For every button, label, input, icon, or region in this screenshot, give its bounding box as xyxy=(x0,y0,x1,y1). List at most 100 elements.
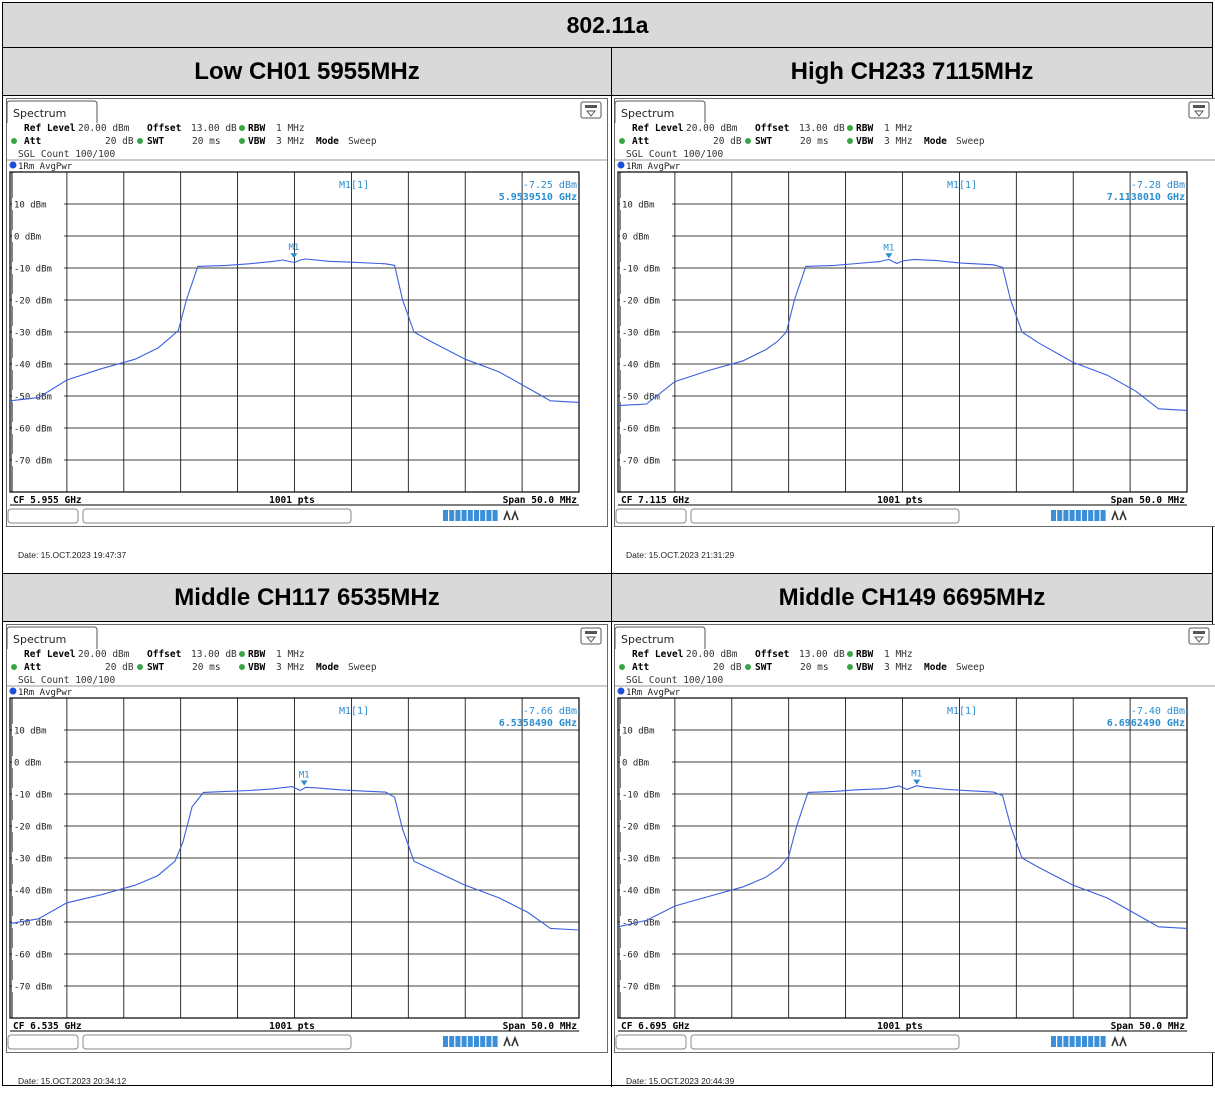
date-label: Date: 15.OCT.2023 21:31:29 xyxy=(626,550,734,560)
menu-icon[interactable] xyxy=(581,102,601,118)
mode-label: Mode xyxy=(924,662,947,673)
points-label: 1001 pts xyxy=(877,1021,923,1032)
offset-label: Offset xyxy=(147,123,181,134)
trace-indicator-icon xyxy=(618,162,625,169)
row-divider xyxy=(3,573,1212,574)
vbw-value: 3 MHz xyxy=(884,662,913,673)
marker-name: M1[1] xyxy=(339,180,369,191)
rbw-indicator-icon xyxy=(847,651,853,657)
vbw-indicator-icon xyxy=(239,664,245,670)
marker-frequency: 5.9539510 GHz xyxy=(499,192,577,203)
swt-indicator-icon xyxy=(745,664,751,670)
swt-value: 20 ms xyxy=(800,136,829,147)
offset-label: Offset xyxy=(147,649,181,660)
vbw-label: VBW xyxy=(248,136,265,147)
ref-level-label: Ref Level xyxy=(632,123,684,134)
span-label: Span 50.0 MHz xyxy=(1111,495,1186,506)
status-field-main xyxy=(691,509,959,523)
vbw-value: 3 MHz xyxy=(884,136,913,147)
offset-label: Offset xyxy=(755,123,789,134)
marker-level: -7.66 dBm xyxy=(523,706,577,717)
rbw-label: RBW xyxy=(856,123,873,134)
table-title: 802.11a xyxy=(3,3,1212,48)
mode-label: Mode xyxy=(316,136,339,147)
y-tick-label: -20 dBm xyxy=(622,297,660,307)
date-label: Date: 15.OCT.2023 20:34:12 xyxy=(18,1076,126,1086)
trace-label: 1Rm AvgPwr xyxy=(626,688,681,698)
swt-indicator-icon xyxy=(137,664,143,670)
status-field-left xyxy=(616,509,686,523)
y-tick-label: 0 dBm xyxy=(14,233,41,243)
panel-header-mid117: Middle CH117 6535MHz xyxy=(3,574,611,622)
trace-indicator-icon xyxy=(618,688,625,695)
mode-value: Sweep xyxy=(348,136,377,147)
spectrum-tab-label: Spectrum xyxy=(621,107,674,120)
rbw-value: 1 MHz xyxy=(884,123,913,134)
y-tick-label: -70 dBm xyxy=(14,457,52,467)
span-label: Span 50.0 MHz xyxy=(1111,1021,1186,1032)
y-tick-label: -70 dBm xyxy=(14,983,52,993)
date-label: Date: 15.OCT.2023 19:47:37 xyxy=(18,550,126,560)
menu-icon[interactable] xyxy=(581,628,601,644)
offset-label: Offset xyxy=(755,649,789,660)
vbw-indicator-icon xyxy=(847,138,853,144)
points-label: 1001 pts xyxy=(269,495,315,506)
spectrum-tab-label: Spectrum xyxy=(13,633,66,646)
mode-value: Sweep xyxy=(956,662,985,673)
att-label: Att xyxy=(24,662,41,673)
y-tick-label: -70 dBm xyxy=(622,983,660,993)
ref-level-value: 20.00 dBm xyxy=(78,123,130,134)
swt-value: 20 ms xyxy=(800,662,829,673)
att-value: 20 dB xyxy=(713,136,742,147)
panel-header-mid149: Middle CH149 6695MHz xyxy=(612,574,1212,622)
spectrum-tab-label: Spectrum xyxy=(621,633,674,646)
menu-icon[interactable] xyxy=(1189,102,1209,118)
y-tick-label: 10 dBm xyxy=(14,201,47,211)
y-tick-label: 10 dBm xyxy=(14,727,47,737)
status-field-left xyxy=(8,509,78,523)
trace-indicator-icon xyxy=(10,688,17,695)
marker-level: -7.40 dBm xyxy=(1131,706,1185,717)
vbw-value: 3 MHz xyxy=(276,136,305,147)
sgl-count: SGL Count 100/100 xyxy=(18,675,116,686)
status-field-main xyxy=(83,1035,351,1049)
mode-label: Mode xyxy=(316,662,339,673)
rbw-indicator-icon xyxy=(239,651,245,657)
trace-label: 1Rm AvgPwr xyxy=(626,162,681,172)
span-label: Span 50.0 MHz xyxy=(503,495,578,506)
status-field-main xyxy=(691,1035,959,1049)
spectrum-tab-label: Spectrum xyxy=(13,107,66,120)
swt-label: SWT xyxy=(147,662,164,673)
att-indicator-icon xyxy=(619,138,625,144)
span-label: Span 50.0 MHz xyxy=(503,1021,578,1032)
offset-value: 13.00 dB xyxy=(191,649,237,660)
status-field-left xyxy=(616,1035,686,1049)
rbw-indicator-icon xyxy=(847,125,853,131)
points-label: 1001 pts xyxy=(269,1021,315,1032)
y-tick-label: -50 dBm xyxy=(622,919,660,929)
swt-value: 20 ms xyxy=(192,662,221,673)
vbw-indicator-icon xyxy=(239,138,245,144)
att-value: 20 dB xyxy=(105,136,134,147)
y-tick-label: -70 dBm xyxy=(622,457,660,467)
y-tick-label: -40 dBm xyxy=(14,887,52,897)
vbw-label: VBW xyxy=(856,136,873,147)
y-tick-label: -20 dBm xyxy=(14,297,52,307)
center-frequency-label: CF 5.955 GHz xyxy=(13,495,82,506)
y-tick-label: -10 dBm xyxy=(14,791,52,801)
y-tick-label: -10 dBm xyxy=(14,265,52,275)
marker-name: M1[1] xyxy=(947,706,977,717)
menu-icon[interactable] xyxy=(1189,628,1209,644)
sgl-count: SGL Count 100/100 xyxy=(626,149,724,160)
y-tick-label: -40 dBm xyxy=(622,887,660,897)
offset-value: 13.00 dB xyxy=(799,649,845,660)
marker-tag: M1 xyxy=(911,770,922,780)
column-divider xyxy=(611,48,612,1087)
points-label: 1001 pts xyxy=(877,495,923,506)
panel-header-low: Low CH01 5955MHz xyxy=(3,48,611,96)
y-tick-label: -60 dBm xyxy=(622,951,660,961)
